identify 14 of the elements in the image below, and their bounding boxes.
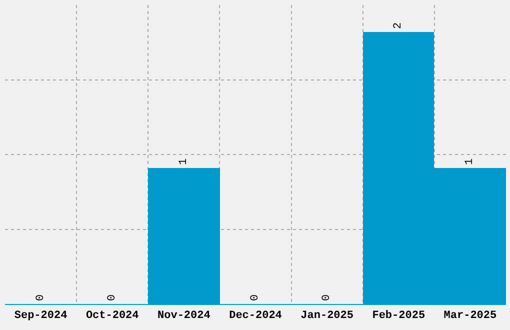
data-label: 1 bbox=[178, 158, 190, 165]
x-tick-label: Nov-2024 bbox=[158, 310, 211, 322]
x-tick-label: Dec-2024 bbox=[229, 310, 282, 322]
x-tick-label: Sep-2024 bbox=[14, 310, 68, 322]
data-label: 2 bbox=[392, 22, 404, 29]
data-label: 0 bbox=[35, 294, 47, 301]
x-tick-label: Mar-2025 bbox=[444, 310, 498, 322]
x-tick-label: Feb-2025 bbox=[372, 310, 426, 322]
x-tick-label: Oct-2024 bbox=[86, 310, 140, 322]
data-label: 0 bbox=[106, 294, 118, 301]
data-label: 0 bbox=[321, 294, 333, 301]
data-label: 1 bbox=[464, 158, 476, 165]
data-label: 0 bbox=[250, 294, 262, 301]
x-tick-label: Jan-2025 bbox=[300, 310, 354, 322]
